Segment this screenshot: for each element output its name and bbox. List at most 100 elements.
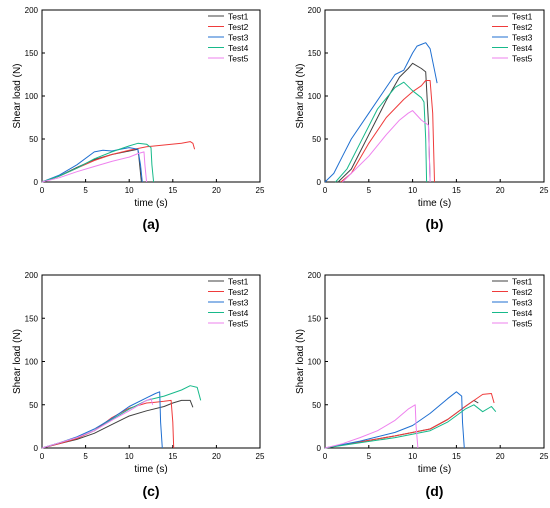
y-tick-label: 50 [312,135,321,144]
y-tick-label: 100 [25,92,39,101]
panel-label: (c) [142,483,159,499]
y-tick-label: 100 [308,358,322,367]
chart-panel-4: 0 5 10 15 20 25 0 50 100 150 200 time (s) Shear load… [295,271,549,499]
series-line-test5 [324,404,419,449]
x-tick-label: 20 [212,186,221,195]
y-tick-label: 200 [25,271,39,280]
series-line-test5 [342,110,431,183]
y-axis-label: Shear load (N) [12,63,23,128]
series-line-test3 [324,391,465,449]
x-tick-label: 15 [168,452,177,461]
panel-label: (d) [426,483,444,499]
x-tick-label: 25 [256,452,265,461]
y-tick-label: 0 [317,178,322,187]
legend-label: Test2 [228,22,249,32]
x-tick-label: 5 [83,186,88,195]
x-tick-label: 0 [323,452,328,461]
series-line-test5 [41,398,154,449]
x-axis-label: time (s) [134,464,167,475]
x-tick-label: 25 [256,186,265,195]
y-tick-label: 100 [25,358,39,367]
legend-label: Test5 [512,54,533,64]
x-axis-label: time (s) [418,464,451,475]
series-line-test1 [41,399,194,449]
series-line-test2 [340,80,435,183]
series-line-test2 [324,393,495,449]
x-tick-label: 15 [168,186,177,195]
chart-panel-1: 0 5 10 15 20 25 0 50 100 150 200 time (s) Shear load… [12,6,265,232]
series-line-test2 [41,399,175,449]
x-tick-label: 5 [367,452,372,461]
legend-label: Test2 [512,22,533,32]
legend-label: Test5 [228,319,249,329]
y-tick-label: 150 [308,314,322,323]
legend-label: Test1 [512,12,533,22]
y-tick-label: 50 [29,401,38,410]
x-tick-label: 0 [323,186,328,195]
y-axis-label: Shear load (N) [295,63,306,128]
chart-panel-2: 0 5 10 15 20 25 0 50 100 150 200 time (s) Shear load… [295,6,549,232]
x-tick-label: 15 [452,452,461,461]
y-tick-label: 150 [25,314,39,323]
series-line-test1 [324,399,479,449]
panel-label: (b) [426,216,444,232]
y-tick-label: 50 [312,401,321,410]
legend-label: Test4 [228,43,249,53]
legend-label: Test4 [512,43,533,53]
x-tick-label: 10 [125,186,134,195]
chart-panel-3: 0 5 10 15 20 25 0 50 100 150 200 time (s) Shear load… [12,271,265,499]
y-tick-label: 100 [308,92,322,101]
y-tick-label: 200 [25,6,39,15]
legend-label: Test1 [228,12,249,22]
legend-label: Test3 [228,33,249,43]
y-tick-label: 150 [25,49,39,58]
legend-label: Test5 [228,54,249,64]
legend-label: Test2 [512,287,533,297]
legend-label: Test3 [512,33,533,43]
y-tick-label: 0 [34,444,39,453]
legend-label: Test1 [228,277,249,287]
x-axis-label: time (s) [134,198,167,209]
x-tick-label: 20 [496,452,505,461]
y-tick-label: 50 [29,135,38,144]
legend-label: Test4 [228,308,249,318]
y-axis-label: Shear load (N) [12,329,23,394]
x-tick-label: 5 [83,452,88,461]
x-axis-label: time (s) [418,198,451,209]
x-tick-label: 10 [408,186,417,195]
series-line-test4 [41,385,202,449]
legend-label: Test2 [228,287,249,297]
series-line-test1 [337,62,431,183]
x-tick-label: 20 [496,186,505,195]
series-line-test4 [41,142,155,183]
x-tick-label: 0 [40,186,45,195]
legend-label: Test5 [512,319,533,329]
x-tick-label: 25 [540,452,549,461]
x-tick-label: 0 [40,452,45,461]
series-line-test3 [41,391,163,449]
x-tick-label: 25 [540,186,549,195]
x-tick-label: 15 [452,186,461,195]
legend-label: Test3 [512,298,533,308]
x-tick-label: 5 [367,186,372,195]
y-axis-label: Shear load (N) [295,329,306,394]
series-line-test4 [324,404,497,449]
series-line-test5 [41,151,148,183]
legend-label: Test1 [512,277,533,287]
y-tick-label: 0 [34,178,39,187]
y-tick-label: 0 [317,444,322,453]
panel-label: (a) [142,216,159,232]
series-line-test3 [41,147,143,183]
x-tick-label: 10 [408,452,417,461]
series-line-test3 [324,42,438,183]
y-tick-label: 150 [308,49,322,58]
legend-label: Test3 [228,298,249,308]
x-tick-label: 10 [125,452,134,461]
x-tick-label: 20 [212,452,221,461]
y-tick-label: 200 [308,271,322,280]
